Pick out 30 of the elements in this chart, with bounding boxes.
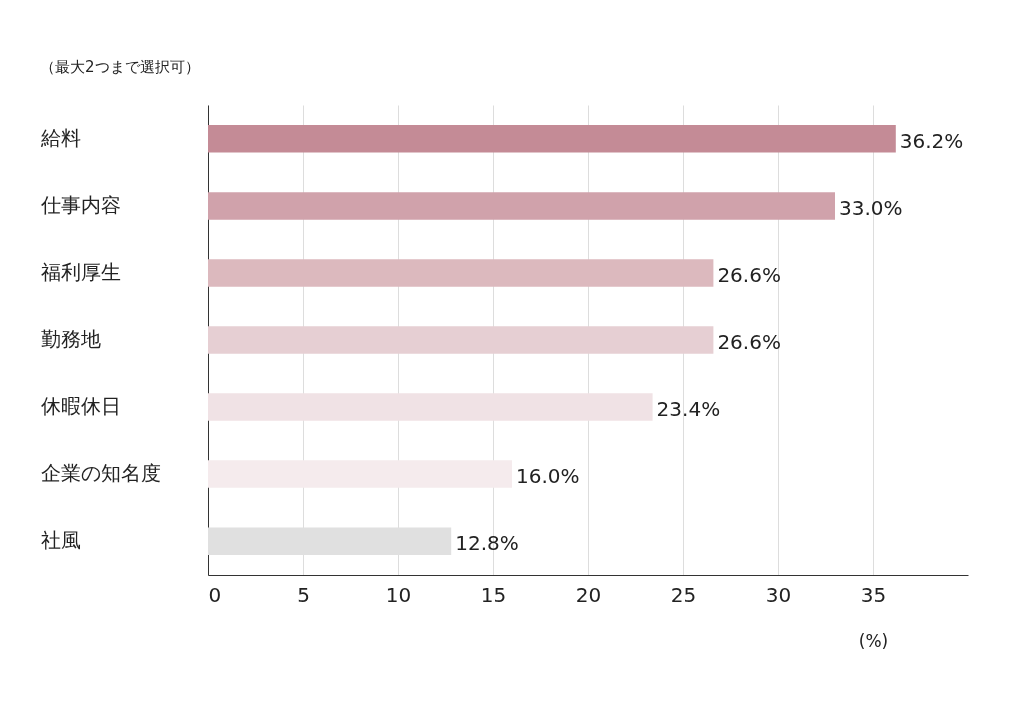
bar	[208, 326, 714, 354]
data-label: 36.2%	[899, 128, 964, 153]
y-tick-label: 福利厚生	[40, 259, 121, 284]
data-label: 12.8%	[455, 531, 519, 556]
y-tick-label: 勤務地	[40, 327, 101, 351]
x-axis-title: (%)	[858, 630, 889, 651]
y-tick-label: 休暇休日	[40, 394, 121, 419]
data-label: 33.0%	[839, 195, 903, 220]
bar	[208, 125, 896, 153]
x-tick-label: 15	[480, 582, 507, 607]
data-label: 26.6%	[717, 330, 781, 354]
bar	[208, 393, 653, 421]
data-label: 16.0%	[516, 464, 580, 489]
x-tick-label: 10	[385, 582, 412, 607]
x-tick-label: 30	[765, 582, 792, 607]
x-tick-label: 25	[670, 582, 697, 607]
bar	[208, 259, 714, 287]
chart-subtitle: （最大2つまで選択可）	[40, 58, 200, 76]
y-tick-label: 社風	[40, 528, 81, 553]
x-tick-label: 35	[860, 582, 887, 607]
y-tick-label: 仕事内容	[39, 192, 121, 217]
data-label: 23.4%	[656, 397, 721, 422]
x-tick-label: 20	[575, 582, 602, 607]
y-tick-label: 企業の知名度	[40, 461, 161, 486]
data-label: 26.6%	[717, 262, 781, 287]
y-tick-label: 給料	[39, 125, 81, 150]
bar	[208, 460, 512, 488]
x-tick-label: 5	[297, 582, 310, 607]
x-tick-label: 0	[208, 582, 222, 607]
bar	[208, 192, 835, 220]
